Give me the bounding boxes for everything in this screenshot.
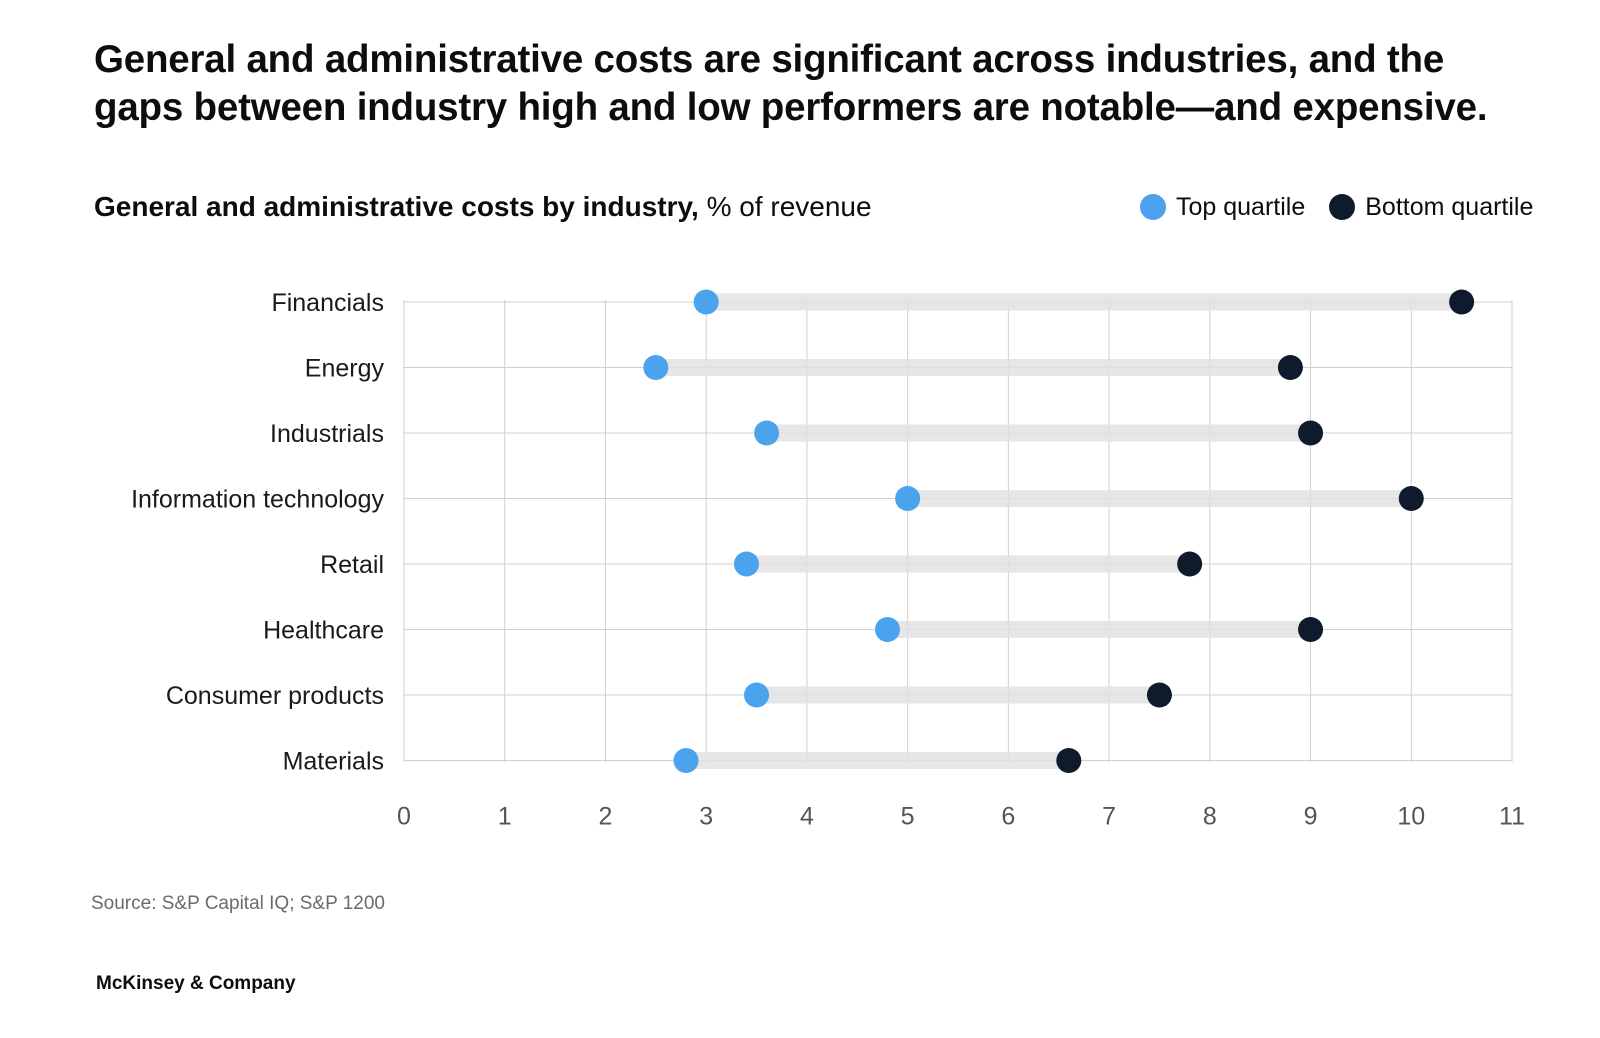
dumbbell-chart: Financials Energy Industrials Information t… — [131, 289, 1525, 831]
top-quartile-point — [693, 289, 719, 315]
x-tick-label: 9 — [1304, 803, 1318, 831]
x-tick-label: 8 — [1203, 803, 1217, 831]
top-quartile-point — [895, 486, 921, 511]
legend-bottom-quartile-label: Bottom quartile — [1365, 192, 1534, 221]
legend-item-bottom-quartile: Bottom quartile — [1329, 193, 1533, 222]
bottom-quartile-point — [1449, 289, 1475, 315]
chart-subtitle: General and administrative costs by indu… — [94, 190, 872, 224]
top-quartile-point — [754, 420, 780, 446]
bottom-quartile-point — [1298, 420, 1324, 446]
bottom-quartile-point — [1146, 682, 1172, 708]
category-label: Materials — [283, 748, 384, 776]
x-tick-label: 0 — [397, 803, 411, 831]
bottom-quartile-point — [1298, 617, 1324, 642]
x-tick-label: 7 — [1102, 803, 1116, 831]
bottom-quartile-point — [1177, 551, 1203, 577]
category-label: Information technology — [131, 486, 384, 514]
x-tick-label: 2 — [599, 803, 613, 831]
category-label: Healthcare — [263, 617, 384, 645]
bottom-quartile-point — [1277, 355, 1303, 380]
legend-top-quartile-label: Top quartile — [1176, 192, 1306, 221]
source-note: Source: S&P Capital IQ; S&P 1200 — [91, 893, 385, 914]
chart-legend: Top quartile Bottom quartile — [1140, 190, 1533, 224]
top-quartile-point — [733, 551, 759, 577]
category-label: Industrials — [270, 420, 384, 448]
top-quartile-point — [673, 748, 699, 773]
legend-bottom-quartile-dot — [1329, 194, 1356, 220]
legend-item-top-quartile: Top quartile — [1140, 193, 1305, 222]
chart-subtitle-unit: % of revenue — [706, 191, 872, 222]
headline: General and administrative costs are sig… — [94, 38, 1488, 129]
bottom-quartile-point — [1056, 748, 1082, 773]
category-label: Retail — [320, 551, 384, 579]
x-tick-label: 3 — [699, 803, 713, 831]
top-quartile-point — [643, 355, 669, 380]
brand-logo-text: McKinsey & Company — [96, 973, 296, 994]
top-quartile-point — [744, 682, 770, 708]
x-tick-label: 5 — [901, 803, 915, 831]
x-tick-label: 1 — [498, 803, 512, 831]
x-tick-label: 11 — [1499, 803, 1525, 831]
x-tick-label: 6 — [1001, 803, 1015, 831]
category-label: Financials — [271, 289, 384, 317]
category-label: Consumer products — [166, 682, 384, 710]
legend-top-quartile-dot — [1140, 194, 1166, 220]
x-tick-label: 10 — [1397, 803, 1425, 831]
bottom-quartile-point — [1398, 486, 1424, 511]
top-quartile-point — [874, 617, 900, 642]
x-tick-label: 4 — [800, 803, 814, 831]
chart-subtitle-bold: General and administrative costs by indu… — [94, 191, 699, 222]
category-label: Energy — [305, 355, 385, 383]
